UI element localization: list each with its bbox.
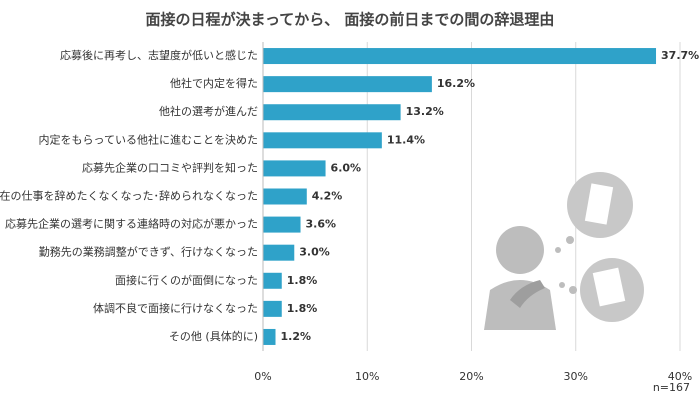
bar	[263, 104, 401, 121]
illustration	[484, 172, 644, 330]
value-label: 1.8%	[287, 274, 318, 287]
value-label: 6.0%	[331, 161, 362, 174]
value-label: 11.4%	[387, 133, 425, 146]
bar	[263, 216, 301, 233]
y-tick-label: 体調不良で面接に行けなくなった	[93, 301, 258, 315]
chart-title: 面接の日程が決まってから、 面接の前日までの間の辞退理由	[146, 11, 555, 29]
bar	[263, 48, 657, 65]
y-tick-label: 内定をもらっている他社に進むことを決めた	[39, 132, 258, 146]
y-tick-label: 他社で内定を得た	[170, 76, 258, 90]
value-label: 1.8%	[287, 302, 318, 315]
x-tick-label: 0%	[254, 370, 271, 383]
x-tick-label: 10%	[355, 370, 379, 383]
y-tick-label: 応募後に再考し、志望度が低いと感じた	[60, 48, 258, 62]
x-tick-label: 20%	[459, 370, 483, 383]
value-label: 16.2%	[437, 77, 475, 90]
bar	[263, 76, 432, 93]
y-tick-label: その他 (具体的に)	[169, 329, 258, 343]
bar	[263, 244, 295, 261]
bar	[263, 300, 282, 317]
bar	[263, 188, 307, 205]
y-tick-label: 現在の仕事を辞めたくなくなった･辞められなくなった	[0, 189, 258, 203]
bar	[263, 132, 382, 149]
y-tick-label: 応募先企業の口コミや評判を知った	[82, 160, 258, 174]
value-label: 1.2%	[281, 330, 312, 343]
y-tick-label: 勤務先の業務調整ができず、行けなくなった	[39, 245, 258, 259]
value-label: 3.0%	[299, 246, 330, 259]
y-tick-label: 面接に行くのが面倒になった	[115, 273, 258, 287]
bar	[263, 160, 326, 177]
value-label: 3.6%	[306, 218, 337, 231]
bar	[263, 272, 282, 289]
note: n=167	[653, 381, 690, 394]
y-tick-label: 応募先企業の選考に関する連絡時の対応が悪かった	[5, 217, 258, 231]
x-tick-label: 40%	[668, 370, 692, 383]
x-tick-label: 30%	[564, 370, 588, 383]
bar	[263, 328, 276, 345]
value-label: 4.2%	[312, 190, 343, 203]
y-tick-label: 他社の選考が進んだ	[159, 104, 258, 118]
value-label: 13.2%	[406, 105, 444, 118]
value-label: 37.7%	[661, 49, 699, 62]
